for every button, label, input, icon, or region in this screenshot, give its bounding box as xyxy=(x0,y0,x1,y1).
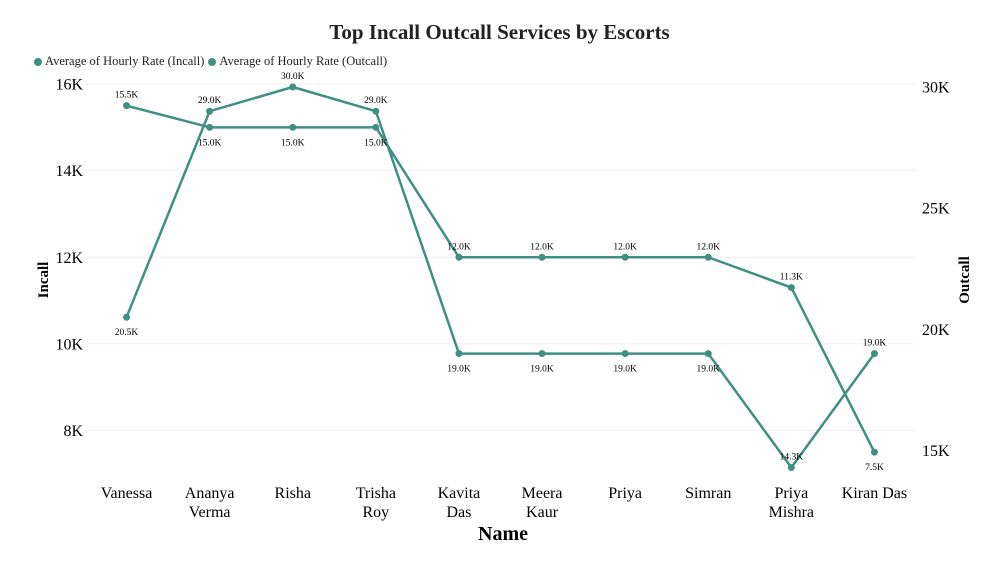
data-label-outcall: 19.0K xyxy=(530,365,554,375)
x-tick-label: Simran xyxy=(685,485,731,502)
legend-item-outcall[interactable]: Average of Hourly Rate (Outcall) xyxy=(208,54,387,69)
data-point-outcall xyxy=(289,83,297,91)
data-label-incall: 11.3K xyxy=(780,273,803,283)
legend-marker-incall xyxy=(34,57,42,66)
x-tick-line: Meera xyxy=(522,485,563,502)
data-label-incall: 12.0K xyxy=(613,242,637,252)
data-point-outcall xyxy=(621,350,629,358)
x-tick-line: Simran xyxy=(685,485,731,502)
data-point-outcall xyxy=(455,350,463,358)
data-label-outcall: 19.0K xyxy=(613,365,637,375)
y2-tick-label: 15K xyxy=(922,443,950,460)
x-tick-line: Kaur xyxy=(526,504,559,521)
data-point-outcall xyxy=(538,350,546,358)
x-tick-line: Ananya xyxy=(185,485,235,502)
data-label-incall: 12.0K xyxy=(530,242,554,252)
data-point-incall xyxy=(621,253,629,261)
x-tick-line: Roy xyxy=(363,504,390,521)
x-tick-label: Meera Kaur xyxy=(522,485,563,521)
x-tick-line: Kiran Das xyxy=(842,485,907,502)
data-point-incall xyxy=(870,448,878,456)
data-point-incall xyxy=(206,123,214,131)
x-tick-line: Risha xyxy=(275,485,311,502)
data-point-outcall xyxy=(870,350,878,358)
x-tick-label: Priya Mishra xyxy=(769,485,814,521)
data-label-outcall: 19.0K xyxy=(863,339,887,349)
x-axis: Vanessa Ananya Verma Risha Trisha Roy Kavita Da… xyxy=(101,485,907,521)
data-label-outcall: 29.0K xyxy=(364,96,388,106)
x-tick-line: Kavita xyxy=(438,485,481,502)
data-label-incall: 7.5K xyxy=(865,463,884,473)
y-tick-label: 12K xyxy=(55,250,83,267)
legend-label-incall: Average of Hourly Rate (Incall) xyxy=(45,54,205,68)
data-label-incall: 15.0K xyxy=(281,138,305,148)
y-tick-label: 8K xyxy=(63,423,83,440)
data-point-incall xyxy=(538,253,546,261)
data-label-incall: 15.5K xyxy=(115,91,139,101)
x-tick-line: Trisha xyxy=(356,485,396,502)
x-tick-label: Risha xyxy=(275,485,311,502)
y-tick-label: 10K xyxy=(55,336,83,353)
x-tick-line: Vanessa xyxy=(101,485,153,502)
x-tick-line: Verma xyxy=(189,504,231,521)
data-label-outcall: 19.0K xyxy=(447,365,471,375)
data-label-outcall: 29.0K xyxy=(198,96,222,106)
data-point-incall xyxy=(372,123,380,131)
data-label-incall: 15.0K xyxy=(364,138,388,148)
y-axis-right: 15K 20K 25K 30K xyxy=(922,80,950,461)
x-tick-label: Trisha Roy xyxy=(356,485,396,521)
chart-title: Top Incall Outcall Services by Escorts xyxy=(329,20,670,44)
legend: Average of Hourly Rate (Incall) Average … xyxy=(34,54,391,69)
x-axis-title: Name xyxy=(478,523,528,545)
gridlines xyxy=(85,83,916,431)
x-tick-line: Priya xyxy=(774,485,808,502)
y-axis-left: 8K 10K 12K 14K 16K xyxy=(55,77,83,441)
data-label-outcall: 20.5K xyxy=(115,328,139,338)
x-tick-label: Vanessa xyxy=(101,485,153,502)
y2-tick-label: 25K xyxy=(922,201,950,218)
series-line-outcall xyxy=(125,85,876,469)
x-tick-line: Priya xyxy=(608,485,642,502)
data-point-incall xyxy=(455,253,463,261)
y2-axis-title: Outcall xyxy=(957,256,973,304)
series-line-incall xyxy=(126,104,876,453)
y2-tick-label: 20K xyxy=(922,322,950,339)
data-point-incall xyxy=(787,284,795,292)
data-label-outcall: 30.0K xyxy=(281,72,305,82)
legend-label-outcall: Average of Hourly Rate (Outcall) xyxy=(219,54,388,68)
data-point-incall xyxy=(704,253,712,261)
y-tick-label: 14K xyxy=(55,163,83,180)
data-label-incall: 12.0K xyxy=(697,242,721,252)
data-point-incall xyxy=(123,102,131,110)
data-point-outcall xyxy=(123,313,131,321)
data-point-outcall xyxy=(704,350,712,358)
y-tick-label: 16K xyxy=(55,77,83,94)
series-group: 15.5K 15.0K 15.0K 15.0K 12.0K 12.0K 12.0K 12.0K… xyxy=(115,72,887,473)
x-tick-label: Priya xyxy=(608,485,642,502)
data-label-outcall: 14.3K xyxy=(780,452,804,462)
data-point-outcall xyxy=(372,107,380,115)
data-label-incall: 12.0K xyxy=(447,242,471,252)
x-tick-label: Kiran Das xyxy=(842,485,907,502)
x-tick-line: Das xyxy=(447,504,472,521)
y-axis-title: Incall xyxy=(36,262,52,299)
legend-item-incall[interactable]: Average of Hourly Rate (Incall) xyxy=(34,54,204,69)
x-tick-label: Kavita Das xyxy=(438,485,481,521)
data-point-incall xyxy=(289,123,297,131)
y2-tick-label: 30K xyxy=(922,80,950,97)
x-tick-label: Ananya Verma xyxy=(185,485,235,521)
data-label-outcall: 19.0K xyxy=(697,365,721,375)
data-point-outcall xyxy=(206,107,214,115)
x-tick-line: Mishra xyxy=(769,504,814,521)
data-label-incall: 15.0K xyxy=(198,138,222,148)
legend-marker-outcall xyxy=(208,57,217,66)
data-point-outcall xyxy=(787,463,795,471)
